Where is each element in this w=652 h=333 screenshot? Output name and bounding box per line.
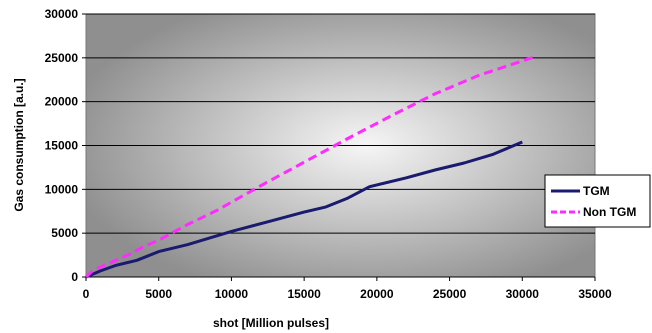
y-tick-label: 0 (71, 270, 78, 284)
series-line-tgm (85, 140, 523, 279)
legend-box (544, 174, 651, 228)
y-tick-label: 15000 (45, 139, 79, 153)
x-tick-label: 10000 (215, 287, 249, 301)
gridlines (86, 13, 595, 278)
y-tick-label: 20000 (45, 95, 79, 109)
series-line-non-tgm (84, 54, 538, 279)
y-tick-label: 25000 (45, 51, 79, 65)
x-axis-title: shot [Million pulses] (213, 316, 329, 330)
x-tick-label: 20000 (360, 287, 394, 301)
y-axis-ticks: 0 5000 10000 15000 20000 25000 30000 (45, 7, 86, 284)
legend: TGM Non TGM (544, 174, 651, 228)
x-tick-label: 30000 (506, 287, 540, 301)
x-tick-label: 25000 (433, 287, 467, 301)
x-tick-label: 15000 (287, 287, 321, 301)
y-axis-title: Gas consumption [a.u.] (12, 78, 26, 211)
x-tick-label: 35000 (578, 287, 612, 301)
legend-label-non-tgm: Non TGM (583, 205, 636, 219)
x-axis-ticks: 0 5000 10000 15000 20000 25000 30000 35000 (83, 277, 612, 301)
y-tick-label: 5000 (51, 226, 78, 240)
y-tick-label: 10000 (45, 182, 79, 196)
y-tick-label: 30000 (45, 7, 79, 21)
series-layer (84, 54, 538, 279)
x-tick-label: 0 (83, 287, 90, 301)
legend-label-tgm: TGM (583, 184, 610, 198)
x-tick-label: 5000 (145, 287, 172, 301)
